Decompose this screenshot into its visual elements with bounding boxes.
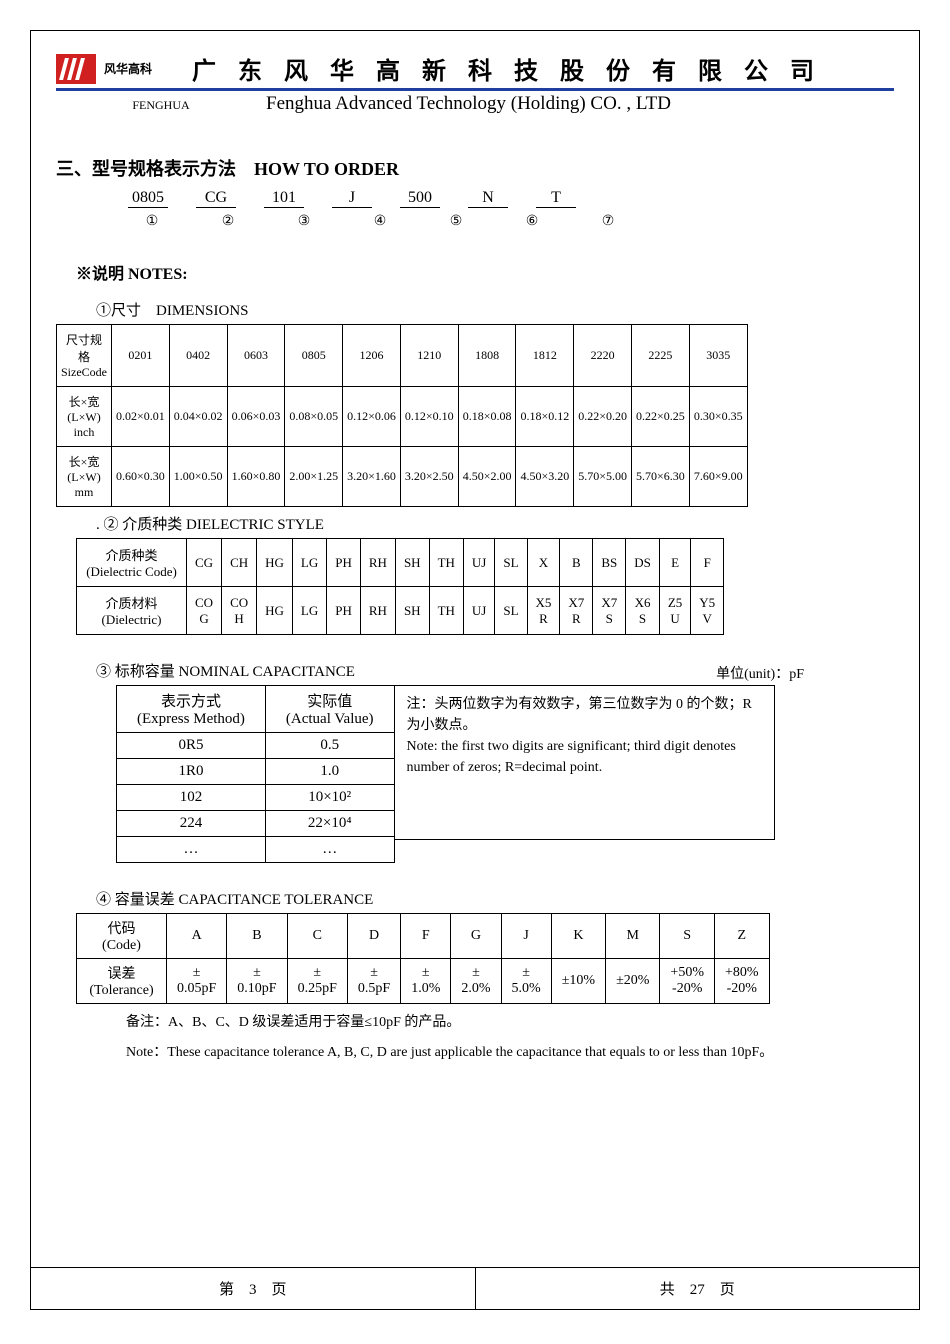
order-num: ④	[356, 213, 404, 230]
diel-label: . ② 介质种类 DIELECTRIC STYLE	[96, 513, 894, 534]
page-current: 第 3 页	[31, 1268, 476, 1309]
order-code: N	[468, 189, 508, 208]
order-code: J	[332, 189, 372, 208]
order-num: ①	[128, 213, 176, 230]
page-total: 共 27 页	[476, 1268, 920, 1309]
order-code: CG	[196, 189, 236, 208]
logo-text: 风华高科	[104, 60, 152, 77]
capacitance-note: 注：头两位数字为有效数字，第三位数字为 0 的个数；R 为小数点。 Note: …	[395, 685, 775, 840]
order-num: ③	[280, 213, 328, 230]
capacitance-block: 表示方式(Express Method)实际值(Actual Value)0R5…	[116, 685, 894, 863]
tol-label: ④ 容量误差 CAPACITANCE TOLERANCE	[96, 888, 894, 909]
capacitance-table: 表示方式(Express Method)实际值(Actual Value)0R5…	[116, 685, 395, 863]
order-num: ⑥	[508, 213, 556, 230]
order-num: ⑤	[432, 213, 480, 230]
dim-label: ①尺寸 DIMENSIONS	[96, 299, 894, 320]
order-num: ②	[204, 213, 252, 230]
order-code: 101	[264, 189, 304, 208]
tolerance-table: 代码 (Code)ABCDFGJKMSZ误差(Tolerance)±0.05pF…	[76, 913, 770, 1004]
order-num: ⑦	[584, 213, 632, 230]
cap-label: ③ 标称容量 NOMINAL CAPACITANCE	[96, 660, 355, 681]
logo-icon	[56, 54, 96, 84]
order-code-row: 0805 CG 101 J 500 N T	[116, 189, 894, 208]
header: 风华高科 广 东 风 华 高 新 科 技 股 份 有 限 公 司	[56, 51, 894, 91]
tol-remark-cn: 备注：A、B、C、D 级误差适用于容量≤10pF 的产品。	[126, 1012, 894, 1034]
brand-en: FENGHUA	[56, 98, 266, 113]
tol-remark-en: Note：These capacitance tolerance A, B, C…	[126, 1042, 894, 1064]
cap-unit: 单位(unit)：pF	[716, 663, 804, 683]
page-frame: 风华高科 广 东 风 华 高 新 科 技 股 份 有 限 公 司 FENGHUA…	[30, 30, 920, 1310]
notes-header: ※说明 NOTES:	[76, 260, 894, 284]
order-code: 500	[400, 189, 440, 208]
page-footer: 第 3 页 共 27 页	[31, 1267, 919, 1309]
cap-note-cn: 注：头两位数字为有效数字，第三位数字为 0 的个数；R 为小数点。	[407, 694, 762, 736]
dimensions-table: 尺寸规格SizeCode0201040206030805120612101808…	[56, 324, 748, 507]
sub-header: FENGHUA Fenghua Advanced Technology (Hol…	[56, 93, 894, 115]
company-name-cn: 广 东 风 华 高 新 科 技 股 份 有 限 公 司	[192, 51, 822, 86]
cap-note-en: Note: the first two digits are significa…	[407, 736, 762, 778]
order-num-row: ① ② ③ ④ ⑤ ⑥ ⑦	[116, 212, 894, 230]
section-title-order: 三、型号规格表示方法 HOW TO ORDER	[56, 155, 894, 181]
order-code: T	[536, 189, 576, 208]
company-name-en: Fenghua Advanced Technology (Holding) CO…	[266, 93, 671, 115]
dielectric-table: 介质种类(Dielectric Code)CGCHHGLGPHRHSHTHUJS…	[76, 538, 724, 635]
order-code: 0805	[128, 189, 168, 208]
